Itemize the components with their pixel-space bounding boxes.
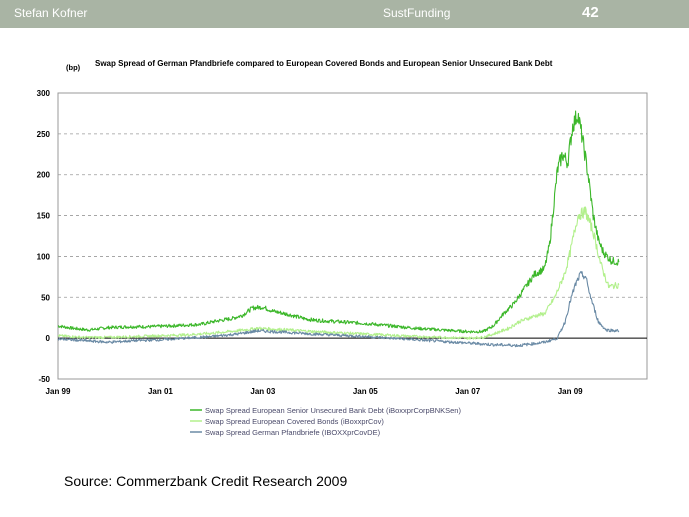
y-tick-label: 200 xyxy=(37,171,51,180)
header-author: Stefan Kofner xyxy=(14,6,88,20)
source-note: Source: Commerzbank Credit Research 2009 xyxy=(64,473,348,489)
x-tick-label: Jan 07 xyxy=(455,387,480,396)
y-tick-label: 0 xyxy=(46,334,51,343)
y-axis-label: (bp) xyxy=(66,63,81,72)
series-line-0 xyxy=(57,110,620,334)
x-tick-label: Jan 09 xyxy=(558,387,583,396)
x-tick-label: Jan 05 xyxy=(353,387,378,396)
slide-header: Stefan Kofner SustFunding 42 xyxy=(0,0,689,28)
x-tick-label: Jan 99 xyxy=(46,387,71,396)
chart-title: Swap Spread of German Pfandbriefe compar… xyxy=(95,59,553,68)
y-tick-label: 100 xyxy=(37,252,51,261)
series-line-2 xyxy=(57,270,620,348)
chart: Swap Spread of German Pfandbriefe compar… xyxy=(37,59,648,437)
y-tick-label: 50 xyxy=(41,293,50,302)
page-number: 42 xyxy=(582,4,599,21)
series-line-1 xyxy=(57,206,620,340)
y-tick-label: 250 xyxy=(37,130,51,139)
y-tick-label: 300 xyxy=(37,89,51,98)
x-tick-label: Jan 01 xyxy=(148,387,173,396)
y-ticks: 300 250 200 150 100 50 0 -50 xyxy=(37,89,51,384)
x-ticks: Jan 99 Jan 01 Jan 03 Jan 05 Jan 07 Jan 09 xyxy=(46,387,584,396)
y-tick-label: 150 xyxy=(37,212,51,221)
grid xyxy=(58,133,647,339)
series-group xyxy=(57,110,620,348)
legend: Swap Spread European Senior Unsecured Ba… xyxy=(190,406,461,437)
y-tick-label: -50 xyxy=(38,375,50,384)
plot-area xyxy=(57,92,648,380)
legend-label: Swap Spread European Covered Bonds (iBox… xyxy=(205,417,384,426)
x-tick-label: Jan 03 xyxy=(250,387,275,396)
header-title: SustFunding xyxy=(383,6,451,20)
legend-label: Swap Spread European Senior Unsecured Ba… xyxy=(205,406,461,415)
legend-label: Swap Spread German Pfandbriefe (IBOXXprC… xyxy=(205,428,381,437)
